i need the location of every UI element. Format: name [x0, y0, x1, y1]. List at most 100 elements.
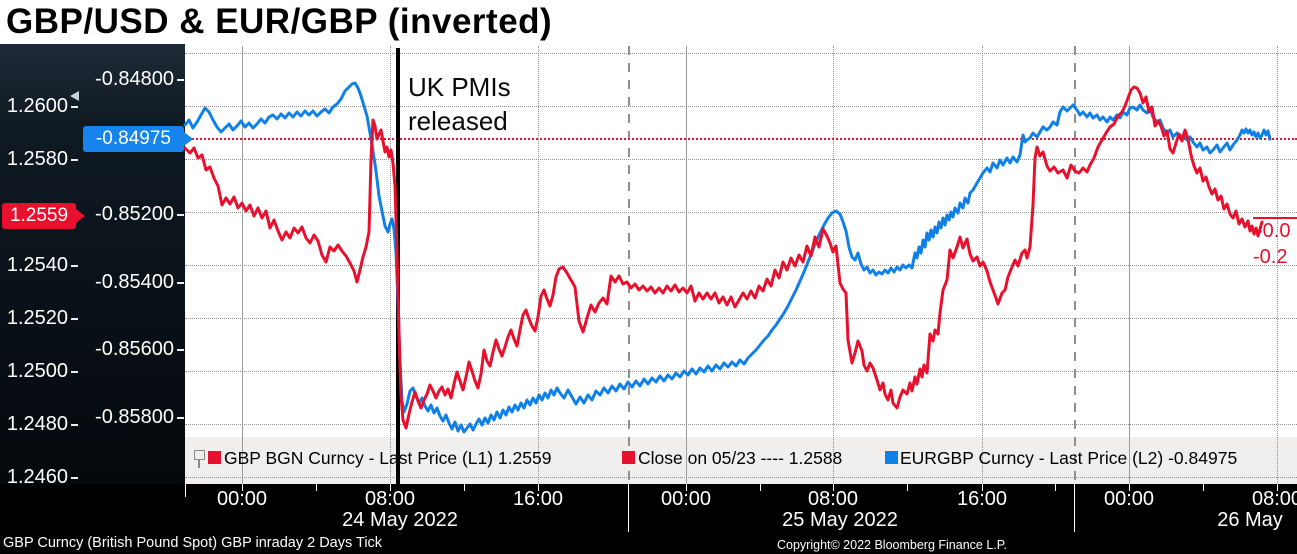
- legend-swatch-gbp: [208, 451, 221, 464]
- x-axis-tick: [1129, 484, 1130, 491]
- v-gridline-dashed: [1074, 46, 1076, 484]
- right-edge-change-label: -0.2: [1253, 246, 1288, 268]
- x-axis-time-label: 08:00: [1251, 488, 1297, 510]
- legend-swatch-close: [622, 451, 635, 464]
- y-axis-label-l1: 1.2600: [6, 95, 68, 117]
- eurgbp-last-price-label[interactable]: -0.84975: [83, 126, 193, 153]
- v-gridline-solid: [1129, 46, 1130, 484]
- eurgbp-last-price-value: -0.84975: [95, 128, 171, 150]
- day-separator: [1074, 484, 1075, 532]
- pin-icon[interactable]: [194, 450, 205, 468]
- x-axis-tick: [686, 484, 687, 491]
- h-gridline: [185, 212, 1297, 213]
- y-axis-label-l2: -0.85600: [95, 338, 174, 360]
- legend-item-gbp[interactable]: GBP BGN Curncy - Last Price (L1) 1.2559: [224, 448, 552, 468]
- y-axis-label-l2: -0.84800: [95, 68, 174, 90]
- x-axis-tick: [242, 484, 243, 491]
- gbpusd-last-price-value: 1.2559: [9, 204, 69, 226]
- v-gridline-solid: [686, 46, 687, 484]
- h-gridline: [185, 53, 1297, 54]
- x-axis-minor-tick: [1055, 484, 1056, 491]
- y-axis-tick-l1: [71, 265, 78, 267]
- price-label-arrow-icon: [76, 208, 85, 223]
- v-gridline-solid: [242, 46, 243, 484]
- v-gridline-dotted: [538, 46, 539, 484]
- x-axis-date-label: 25 May 2022: [782, 509, 898, 531]
- collapse-axis-arrow-icon[interactable]: [70, 91, 79, 101]
- v-gridline-dotted: [833, 46, 834, 484]
- x-axis-minor-tick: [760, 484, 761, 491]
- v-gridline-dotted: [1277, 46, 1278, 484]
- x-axis-tick: [982, 484, 983, 491]
- y-axis-tick-l1: [71, 477, 78, 479]
- y-axis-label-l1: 1.2580: [6, 148, 68, 170]
- price-label-arrow-icon: [184, 132, 193, 147]
- y-axis-tick-l2: [177, 349, 184, 351]
- h-gridline: [185, 265, 1297, 266]
- y-axis-label-l2: -0.85800: [95, 405, 174, 428]
- legend-item-eurgbp[interactable]: EURGBP Curncy - Last Price (L2) -0.84975: [900, 448, 1238, 468]
- x-axis-strip: GBP Curncy (British Pound Spot) GBP inra…: [0, 484, 1297, 554]
- last-price-marker-line: [1253, 216, 1297, 219]
- x-axis-time-label: 00:00: [660, 488, 712, 510]
- right-edge-change-label: -0.0: [1256, 220, 1291, 242]
- day-separator: [628, 484, 629, 532]
- x-axis-tick: [833, 484, 834, 491]
- x-axis-edge-tick: [185, 484, 186, 497]
- y-axis-panel: 1.2600 1.2580 1.2540 1.2520 1.2500 1.2480 1.24…: [0, 44, 185, 488]
- x-axis-time-label: 00:00: [216, 488, 268, 510]
- x-axis-tick: [538, 484, 539, 491]
- y-axis-tick-l1: [71, 318, 78, 320]
- y-axis-label-l2: -0.85400: [95, 270, 174, 293]
- h-gridline: [185, 159, 1297, 160]
- h-gridline: [185, 318, 1297, 319]
- gbpusd-last-price-label[interactable]: 1.2559: [2, 202, 85, 229]
- v-gridline-dotted: [390, 46, 391, 484]
- y-axis-tick-l1: [71, 371, 78, 373]
- legend-item-close[interactable]: Close on 05/23 ---- 1.2588: [638, 448, 843, 468]
- y-axis-label-l2: -0.85200: [95, 203, 174, 225]
- h-gridline: [185, 477, 1297, 478]
- series-line-blue: [183, 81, 1272, 434]
- y-axis-label-l1: 1.2500: [6, 360, 68, 382]
- y-axis-tick-l2: [177, 79, 184, 81]
- x-axis-minor-tick: [1203, 484, 1204, 491]
- page-title: GBP/USD & EUR/GBP (inverted): [6, 2, 553, 41]
- security-description: GBP Curncy (British Pound Spot) GBP inra…: [3, 535, 383, 551]
- y-axis-label-l1: 1.2460: [6, 466, 68, 488]
- x-axis-minor-tick: [464, 484, 465, 491]
- close-reference-line: [185, 137, 1297, 140]
- x-axis-minor-tick: [907, 484, 908, 491]
- x-axis-tick: [1277, 484, 1278, 491]
- event-annotation: UK PMIs released: [408, 70, 511, 138]
- x-axis-time-label: 00:00: [1103, 488, 1155, 510]
- h-gridline: [185, 424, 1297, 425]
- x-axis-time-label: 16:00: [956, 488, 1008, 510]
- x-axis-time-label: 16:00: [512, 488, 564, 510]
- y-axis-label-l1: 1.2480: [6, 413, 68, 435]
- y-axis-tick-l1: [71, 106, 78, 108]
- x-axis-tick: [390, 484, 391, 491]
- legend-swatch-eurgbp: [885, 451, 898, 464]
- x-axis-date-label: 24 May 2022: [342, 509, 458, 531]
- x-axis-date-label: 26 May: [1217, 509, 1283, 531]
- y-axis-tick-l1: [71, 424, 78, 426]
- series-line-red: [183, 85, 1264, 430]
- v-gridline-dashed: [628, 46, 630, 484]
- y-axis-tick-l2: [177, 281, 184, 284]
- y-axis-tick-l2: [177, 416, 184, 419]
- y-axis-label-l1: 1.2540: [6, 254, 68, 276]
- h-gridline: [185, 106, 1297, 107]
- copyright-notice: Copyright© 2022 Bloomberg Finance L.P.: [777, 538, 1007, 552]
- x-axis-time-label: 08:00: [807, 488, 859, 510]
- y-axis-tick-l2: [177, 214, 184, 216]
- x-axis-minor-tick: [316, 484, 317, 491]
- x-axis-time-label: 08:00: [364, 488, 416, 510]
- y-axis-tick-l1: [71, 159, 78, 161]
- annotation-line-1: UK PMIs: [408, 72, 511, 102]
- legend-band: [185, 437, 1297, 484]
- y-axis-label-l1: 1.2520: [6, 307, 68, 329]
- annotation-line-2: released: [408, 106, 508, 136]
